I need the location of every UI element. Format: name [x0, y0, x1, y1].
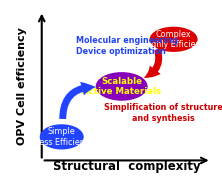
Ellipse shape	[150, 27, 198, 52]
Text: Simple
Less Efficient: Simple Less Efficient	[35, 127, 88, 147]
Text: Complex
Highly Efficient: Complex Highly Efficient	[143, 30, 204, 49]
Text: Scalable
Active Materials: Scalable Active Materials	[82, 77, 161, 96]
Text: Molecular engineering
Device optimization: Molecular engineering Device optimizatio…	[76, 36, 178, 56]
Ellipse shape	[96, 72, 148, 101]
Text: Simplification of structure
and synthesis: Simplification of structure and synthesi…	[104, 103, 222, 123]
Ellipse shape	[40, 124, 84, 149]
FancyArrowPatch shape	[144, 49, 162, 78]
Text: OPV Cell efficiency: OPV Cell efficiency	[17, 27, 27, 145]
Text: Structural  complexity: Structural complexity	[53, 160, 200, 173]
FancyArrowPatch shape	[59, 82, 96, 119]
